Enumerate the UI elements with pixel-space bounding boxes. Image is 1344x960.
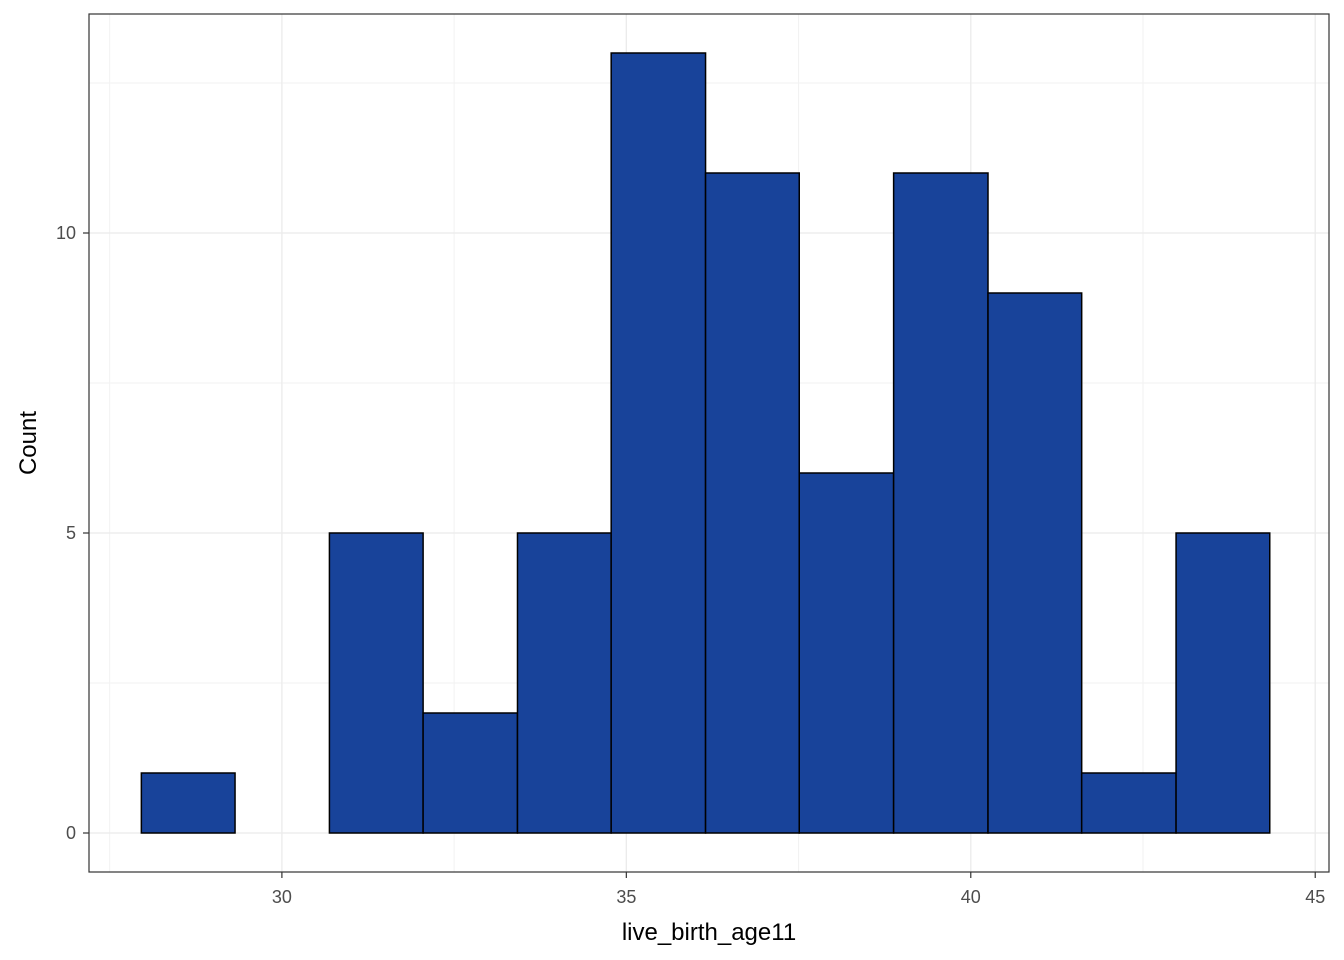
- histogram-bar-11: [1080, 772, 1177, 834]
- histogram-bar-8: [798, 472, 895, 834]
- x-tick-label: 45: [1305, 887, 1325, 907]
- histogram-bar-12: [1175, 532, 1271, 834]
- y-axis: 0 5 10: [56, 223, 89, 843]
- histogram-bar-6: [610, 52, 707, 834]
- histogram-bar-7: [704, 172, 800, 834]
- x-tick-label: 35: [616, 887, 636, 907]
- y-tick-label: 5: [66, 523, 76, 543]
- histogram-bar-10: [987, 292, 1083, 834]
- y-axis-title: Count: [15, 411, 42, 475]
- panel-border: [88, 13, 1330, 873]
- x-tick-label: 40: [961, 887, 981, 907]
- histogram-bar-1: [140, 772, 236, 834]
- x-axis-title: live_birth_age11: [622, 919, 796, 946]
- histogram-bars: [140, 52, 1271, 834]
- histogram-bar-9: [892, 172, 989, 834]
- histogram-bar-4: [422, 712, 519, 834]
- y-tick-label: 0: [66, 823, 76, 843]
- histogram-bar-3: [328, 532, 424, 834]
- x-tick-label: 30: [272, 887, 292, 907]
- histogram-bar-5: [516, 532, 612, 834]
- y-tick-label: 10: [56, 223, 76, 243]
- x-axis: 30 35 40 45: [272, 872, 1325, 907]
